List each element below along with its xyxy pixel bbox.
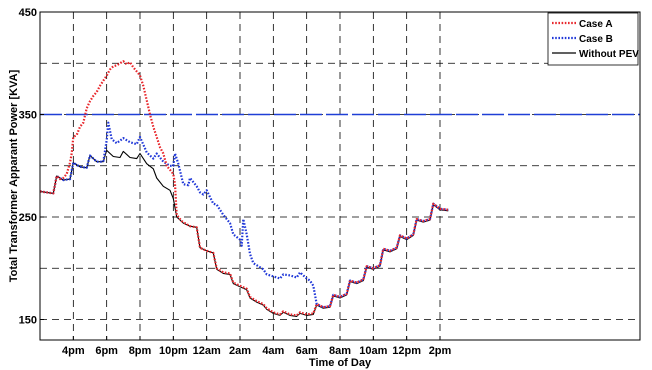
series-line-without-pev	[39, 149, 449, 317]
x-tick-label: 12am	[193, 345, 221, 357]
x-tick-label: 2pm	[429, 345, 452, 357]
series-layer	[39, 60, 449, 317]
x-tick-label: 2am	[229, 345, 251, 357]
legend: Case A Case B Without PEV	[547, 12, 639, 66]
x-tick-label: 4pm	[62, 345, 85, 357]
legend-label: Without PEV	[579, 49, 639, 60]
x-tick-label: 8am	[329, 345, 351, 357]
y-tick-label: 450	[19, 7, 37, 19]
x-tick-label: 10am	[359, 345, 387, 357]
y-tick-label: 250	[19, 212, 37, 224]
x-tick-label: 6pm	[95, 345, 118, 357]
x-tick-label: 4am	[262, 345, 284, 357]
y-axis-ticks: 150 250 350 450	[19, 7, 44, 327]
x-axis-ticks: 4pm 6pm 8pm 10pm 12am 2am 4am 6am 8am 10am 12pm 2pm	[62, 336, 452, 357]
series-line-case-a	[39, 60, 449, 317]
legend-box	[547, 12, 639, 66]
y-axis-label: Total Transformer Apparant Power [KVA]	[8, 69, 20, 282]
legend-label: Case B	[579, 34, 613, 45]
x-axis-label: Time of Day	[309, 357, 372, 369]
y-tick-label: 350	[19, 110, 37, 122]
x-tick-label: 12pm	[392, 345, 421, 357]
x-tick-label: 8pm	[129, 345, 152, 357]
x-tick-label: 10pm	[159, 345, 188, 357]
series-line-case-b	[39, 121, 449, 309]
legend-label: Case A	[579, 19, 613, 30]
y-tick-label: 150	[19, 315, 37, 327]
x-tick-label: 6am	[296, 345, 318, 357]
